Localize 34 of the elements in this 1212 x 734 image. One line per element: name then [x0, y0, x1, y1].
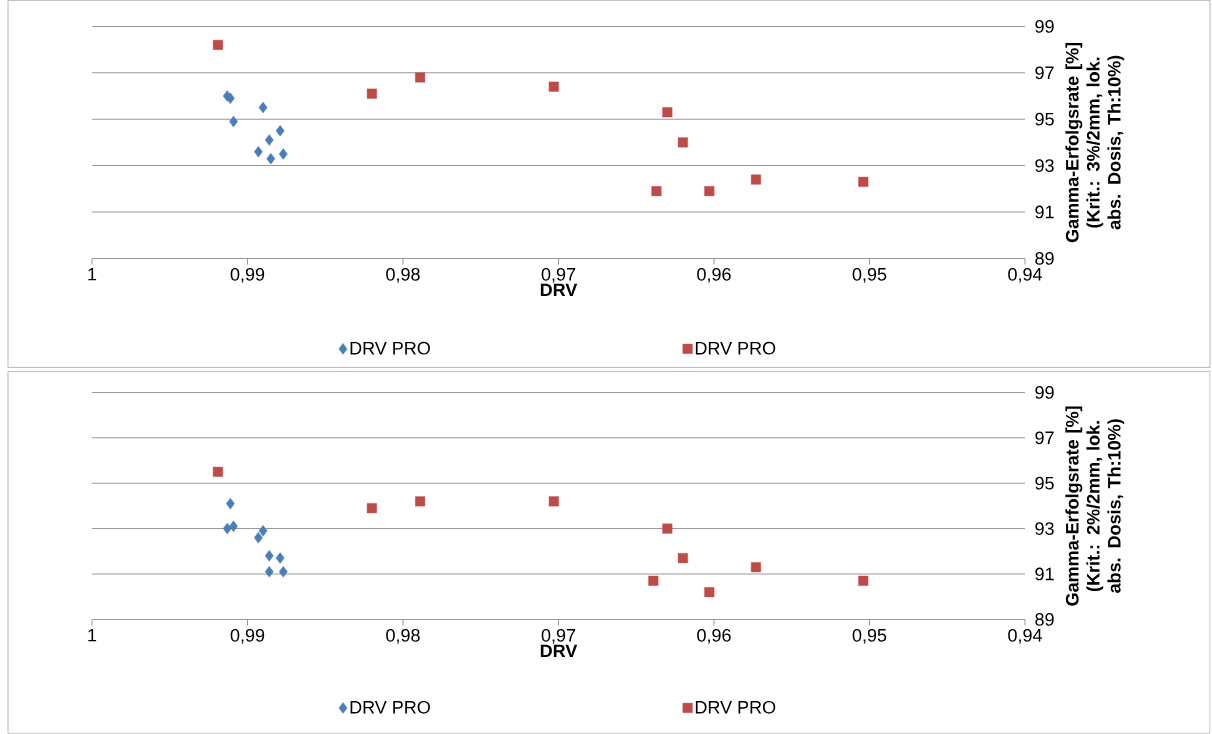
x-tick-label: 1 — [88, 629, 97, 642]
x-tick-label: 0,96 — [697, 629, 731, 644]
y-axis-title: Gamma-Erfolgsrate [%] (Krit.: 2%/2mm, lok. abs. Dosis, Th:10%) — [1065, 406, 1125, 606]
x-tick-label: 0,98 — [386, 629, 420, 644]
y-tick-label: 93 — [1035, 159, 1054, 173]
y-tick-label: 97 — [1035, 66, 1054, 80]
y-tick-label: 93 — [1035, 522, 1054, 536]
x-tick-label: 0,95 — [852, 268, 887, 283]
x-tick-label: 1 — [88, 268, 97, 281]
y-tick-label: 99 — [1035, 20, 1054, 33]
x-tick-label: 0,97 — [541, 268, 576, 283]
y-tick-label: 89 — [1035, 252, 1054, 265]
x-tick-label: 0,98 — [386, 268, 420, 283]
x-axis-title: DRV — [540, 283, 578, 297]
legend-label: DRV PRO — [695, 341, 776, 355]
y-tick-label: 89 — [1035, 613, 1054, 626]
x-tick-label: 0,99 — [230, 629, 265, 644]
y-tick-label: 91 — [1035, 567, 1054, 581]
y-tick-label: 95 — [1035, 112, 1054, 126]
x-tick-label: 0,95 — [852, 629, 887, 644]
y-tick-label: 97 — [1035, 431, 1054, 445]
legend-label: DRV PRO — [350, 700, 430, 714]
y-tick-label: 95 — [1035, 476, 1054, 490]
y-tick-label: 91 — [1035, 205, 1054, 219]
x-tick-label: 0,94 — [1008, 629, 1042, 644]
x-tick-label: 0,94 — [1008, 268, 1042, 283]
x-tick-label: 0,97 — [541, 629, 576, 644]
legend-label: DRV PRO — [695, 700, 776, 714]
x-tick-label: 0,96 — [697, 268, 731, 283]
x-tick-label: 0,99 — [230, 268, 265, 283]
y-axis-title: Gamma-Erfolgsrate [%] (Krit.: 3%/2mm, lok. abs. Dosis, Th:10%) — [1065, 43, 1125, 243]
x-axis-title: DRV — [540, 644, 578, 658]
y-tick-label: 99 — [1035, 386, 1054, 399]
legend-label: DRV PRO — [350, 341, 430, 355]
